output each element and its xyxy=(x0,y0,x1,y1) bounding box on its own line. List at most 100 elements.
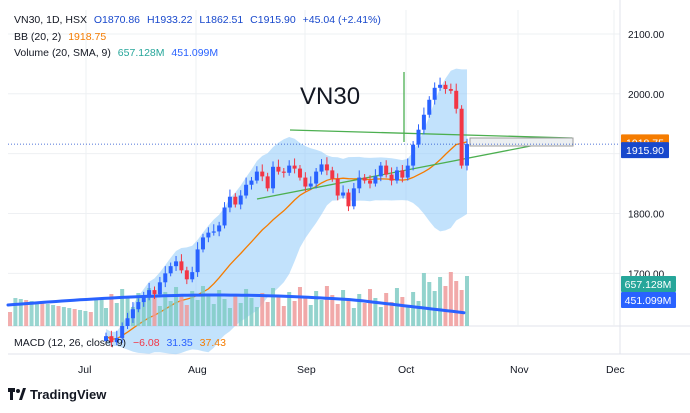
candle-body xyxy=(147,290,152,298)
volume-bar xyxy=(114,303,119,326)
candle-body xyxy=(357,177,362,189)
volume-bar xyxy=(45,304,50,326)
volume-bar xyxy=(346,299,351,326)
x-tick-label: Nov xyxy=(510,364,529,376)
candle-body xyxy=(314,171,319,184)
volume-bar xyxy=(40,303,45,326)
candle-body xyxy=(157,282,162,295)
volume-bar xyxy=(61,307,66,326)
volume-bar xyxy=(8,312,12,326)
candle-body xyxy=(303,177,308,187)
volume-bar xyxy=(78,310,83,326)
candle-body xyxy=(405,165,410,178)
volume-bar xyxy=(249,298,254,326)
candle-body xyxy=(362,177,367,181)
candle-body xyxy=(427,99,432,115)
legend-high: 1933.22 xyxy=(154,14,193,26)
candle-body xyxy=(190,272,195,280)
volume-bar xyxy=(109,294,114,326)
candle-body xyxy=(179,261,184,271)
legend-low-label: L xyxy=(199,14,206,26)
candle-body xyxy=(249,180,254,185)
volume-bar xyxy=(152,297,157,326)
candle-body xyxy=(448,89,453,91)
volume-legend: Volume (20, SMA, 9) 657.128M 451.099M xyxy=(14,47,222,59)
chart-title: VN30 xyxy=(300,83,360,110)
bollinger-fill xyxy=(106,68,467,355)
volume-bar xyxy=(88,312,93,326)
volume-bar xyxy=(389,302,394,326)
volume-label: Volume (20, SMA, 9) xyxy=(14,47,111,59)
volume-bar xyxy=(405,306,410,326)
volume-bar xyxy=(163,292,168,326)
candle-body xyxy=(400,170,405,178)
candle-body xyxy=(324,164,329,171)
volume-bar xyxy=(308,305,313,326)
volume-bar xyxy=(195,300,200,326)
candle-body xyxy=(227,196,232,208)
candle-body xyxy=(120,326,125,338)
volume-bar xyxy=(454,281,459,326)
volume-bar xyxy=(254,307,259,326)
volume-bar xyxy=(465,276,469,326)
volume-bar xyxy=(206,295,211,326)
volume-bar xyxy=(51,305,56,326)
volume-bar xyxy=(427,282,432,326)
volume-bar xyxy=(56,306,61,326)
volume-bar xyxy=(217,290,222,326)
volume-bar xyxy=(384,293,389,326)
y-tick-label: 1700.00 xyxy=(628,269,665,280)
candle-body xyxy=(319,164,324,172)
y-tick-label: 2100.00 xyxy=(628,30,665,41)
ohlc-legend: VN30, 1D, HSX O1870.86 H1933.22 L1862.51… xyxy=(14,14,385,26)
volume-bars xyxy=(6,272,469,326)
volume-bar xyxy=(83,311,88,326)
volume-bar xyxy=(303,296,308,326)
volume-bar xyxy=(292,301,297,326)
candle-body xyxy=(168,266,173,274)
volume-bar xyxy=(238,303,243,326)
volume-bar xyxy=(222,299,227,326)
candle-body xyxy=(276,166,281,172)
resistance-trendline xyxy=(289,129,573,139)
volume-badge-label: 657.128M xyxy=(625,279,672,291)
candle-body xyxy=(411,144,416,166)
volume-sma-line xyxy=(6,293,466,315)
volume-bar xyxy=(125,298,130,326)
x-tick-label: Sep xyxy=(297,364,316,376)
candle-body xyxy=(206,232,211,238)
candle-body xyxy=(308,183,313,187)
candle-body xyxy=(416,129,421,145)
candle-body xyxy=(211,231,216,233)
candles xyxy=(104,77,469,347)
ascending-trendline xyxy=(256,137,573,200)
tradingview-watermark[interactable]: TradingView xyxy=(8,387,106,402)
volume-bar xyxy=(72,309,77,326)
candle-body xyxy=(281,171,286,173)
volume-bar xyxy=(67,308,72,326)
candle-body xyxy=(265,176,270,189)
candle-body xyxy=(292,165,297,169)
time-axis: Jul Aug Sep Oct Nov Dec xyxy=(78,364,625,376)
candle-body xyxy=(465,144,469,166)
volume-bar xyxy=(394,288,399,326)
candle-body xyxy=(222,207,227,226)
candle-body xyxy=(217,225,222,232)
volume-bar xyxy=(211,304,216,326)
volume-bar xyxy=(99,299,104,326)
candle-body xyxy=(125,318,130,326)
volume-bar xyxy=(319,300,324,326)
candle-body xyxy=(384,165,389,175)
candle-body xyxy=(443,84,448,89)
candle-body xyxy=(389,174,394,181)
legend-open: 1870.86 xyxy=(102,14,141,26)
volume-bar xyxy=(276,297,281,326)
volume-bar xyxy=(260,293,265,326)
volume-value: 657.128M xyxy=(117,47,165,59)
volume-badge xyxy=(621,292,676,308)
volume-bar xyxy=(271,288,276,326)
trendlines xyxy=(8,72,620,200)
candle-body xyxy=(459,108,464,166)
candle-body xyxy=(351,188,356,207)
